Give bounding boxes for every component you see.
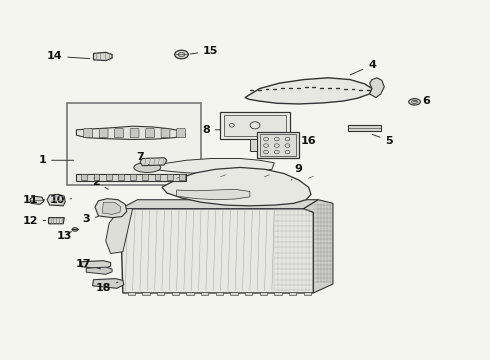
Polygon shape xyxy=(176,129,185,138)
Text: 5: 5 xyxy=(372,134,393,145)
Polygon shape xyxy=(76,174,186,181)
Polygon shape xyxy=(93,279,124,288)
Bar xyxy=(347,126,381,131)
Polygon shape xyxy=(143,292,150,296)
Polygon shape xyxy=(143,174,148,180)
Polygon shape xyxy=(94,174,99,180)
Polygon shape xyxy=(106,209,133,253)
Polygon shape xyxy=(201,292,208,296)
Text: 11: 11 xyxy=(22,195,45,205)
Text: 1: 1 xyxy=(38,155,74,165)
Polygon shape xyxy=(245,78,372,104)
Bar xyxy=(220,112,291,139)
Text: 4: 4 xyxy=(350,60,376,75)
Polygon shape xyxy=(369,78,384,98)
Polygon shape xyxy=(289,292,296,296)
Text: 8: 8 xyxy=(202,125,220,135)
Polygon shape xyxy=(250,139,257,151)
Polygon shape xyxy=(167,174,172,180)
Polygon shape xyxy=(94,52,112,60)
Polygon shape xyxy=(172,292,179,296)
Polygon shape xyxy=(30,196,44,204)
Polygon shape xyxy=(76,126,185,139)
Polygon shape xyxy=(245,292,252,296)
Polygon shape xyxy=(49,218,64,224)
Polygon shape xyxy=(118,174,124,180)
Ellipse shape xyxy=(409,99,420,105)
Text: 2: 2 xyxy=(92,177,108,189)
Polygon shape xyxy=(230,292,238,296)
Text: 13: 13 xyxy=(56,231,72,240)
Text: 3: 3 xyxy=(82,215,98,224)
Ellipse shape xyxy=(72,228,78,231)
Text: 7: 7 xyxy=(136,152,150,166)
Polygon shape xyxy=(146,129,154,138)
Polygon shape xyxy=(81,174,87,180)
Text: 9: 9 xyxy=(292,164,303,180)
Polygon shape xyxy=(260,292,267,296)
Polygon shape xyxy=(216,292,223,296)
Text: 17: 17 xyxy=(76,259,100,269)
Polygon shape xyxy=(115,129,123,138)
Text: 18: 18 xyxy=(96,282,118,293)
Polygon shape xyxy=(186,292,194,296)
Polygon shape xyxy=(128,292,135,296)
Polygon shape xyxy=(102,202,121,215)
Text: 10: 10 xyxy=(49,195,72,205)
Bar xyxy=(257,132,299,158)
Polygon shape xyxy=(86,267,112,274)
Polygon shape xyxy=(274,292,282,296)
Polygon shape xyxy=(130,174,136,180)
Polygon shape xyxy=(157,292,164,296)
Polygon shape xyxy=(155,174,160,180)
Polygon shape xyxy=(47,194,65,206)
Ellipse shape xyxy=(174,50,188,59)
Bar xyxy=(260,134,296,156)
Polygon shape xyxy=(84,129,93,138)
Polygon shape xyxy=(304,292,311,296)
Text: 12: 12 xyxy=(22,216,46,226)
Polygon shape xyxy=(121,200,318,209)
Polygon shape xyxy=(81,261,111,269)
Bar xyxy=(224,115,286,136)
Polygon shape xyxy=(106,174,112,180)
Polygon shape xyxy=(130,129,139,138)
Polygon shape xyxy=(176,189,250,200)
Polygon shape xyxy=(145,158,274,174)
Polygon shape xyxy=(121,209,314,293)
Ellipse shape xyxy=(134,162,161,172)
Polygon shape xyxy=(179,174,185,180)
Bar xyxy=(67,103,201,185)
Polygon shape xyxy=(140,158,167,166)
Text: 6: 6 xyxy=(414,96,430,106)
Polygon shape xyxy=(99,129,108,138)
Polygon shape xyxy=(162,167,311,206)
Text: 15: 15 xyxy=(190,46,219,56)
Polygon shape xyxy=(95,199,127,218)
Polygon shape xyxy=(161,129,170,138)
Polygon shape xyxy=(304,200,333,293)
Text: 16: 16 xyxy=(294,136,317,145)
Text: 14: 14 xyxy=(47,51,90,61)
